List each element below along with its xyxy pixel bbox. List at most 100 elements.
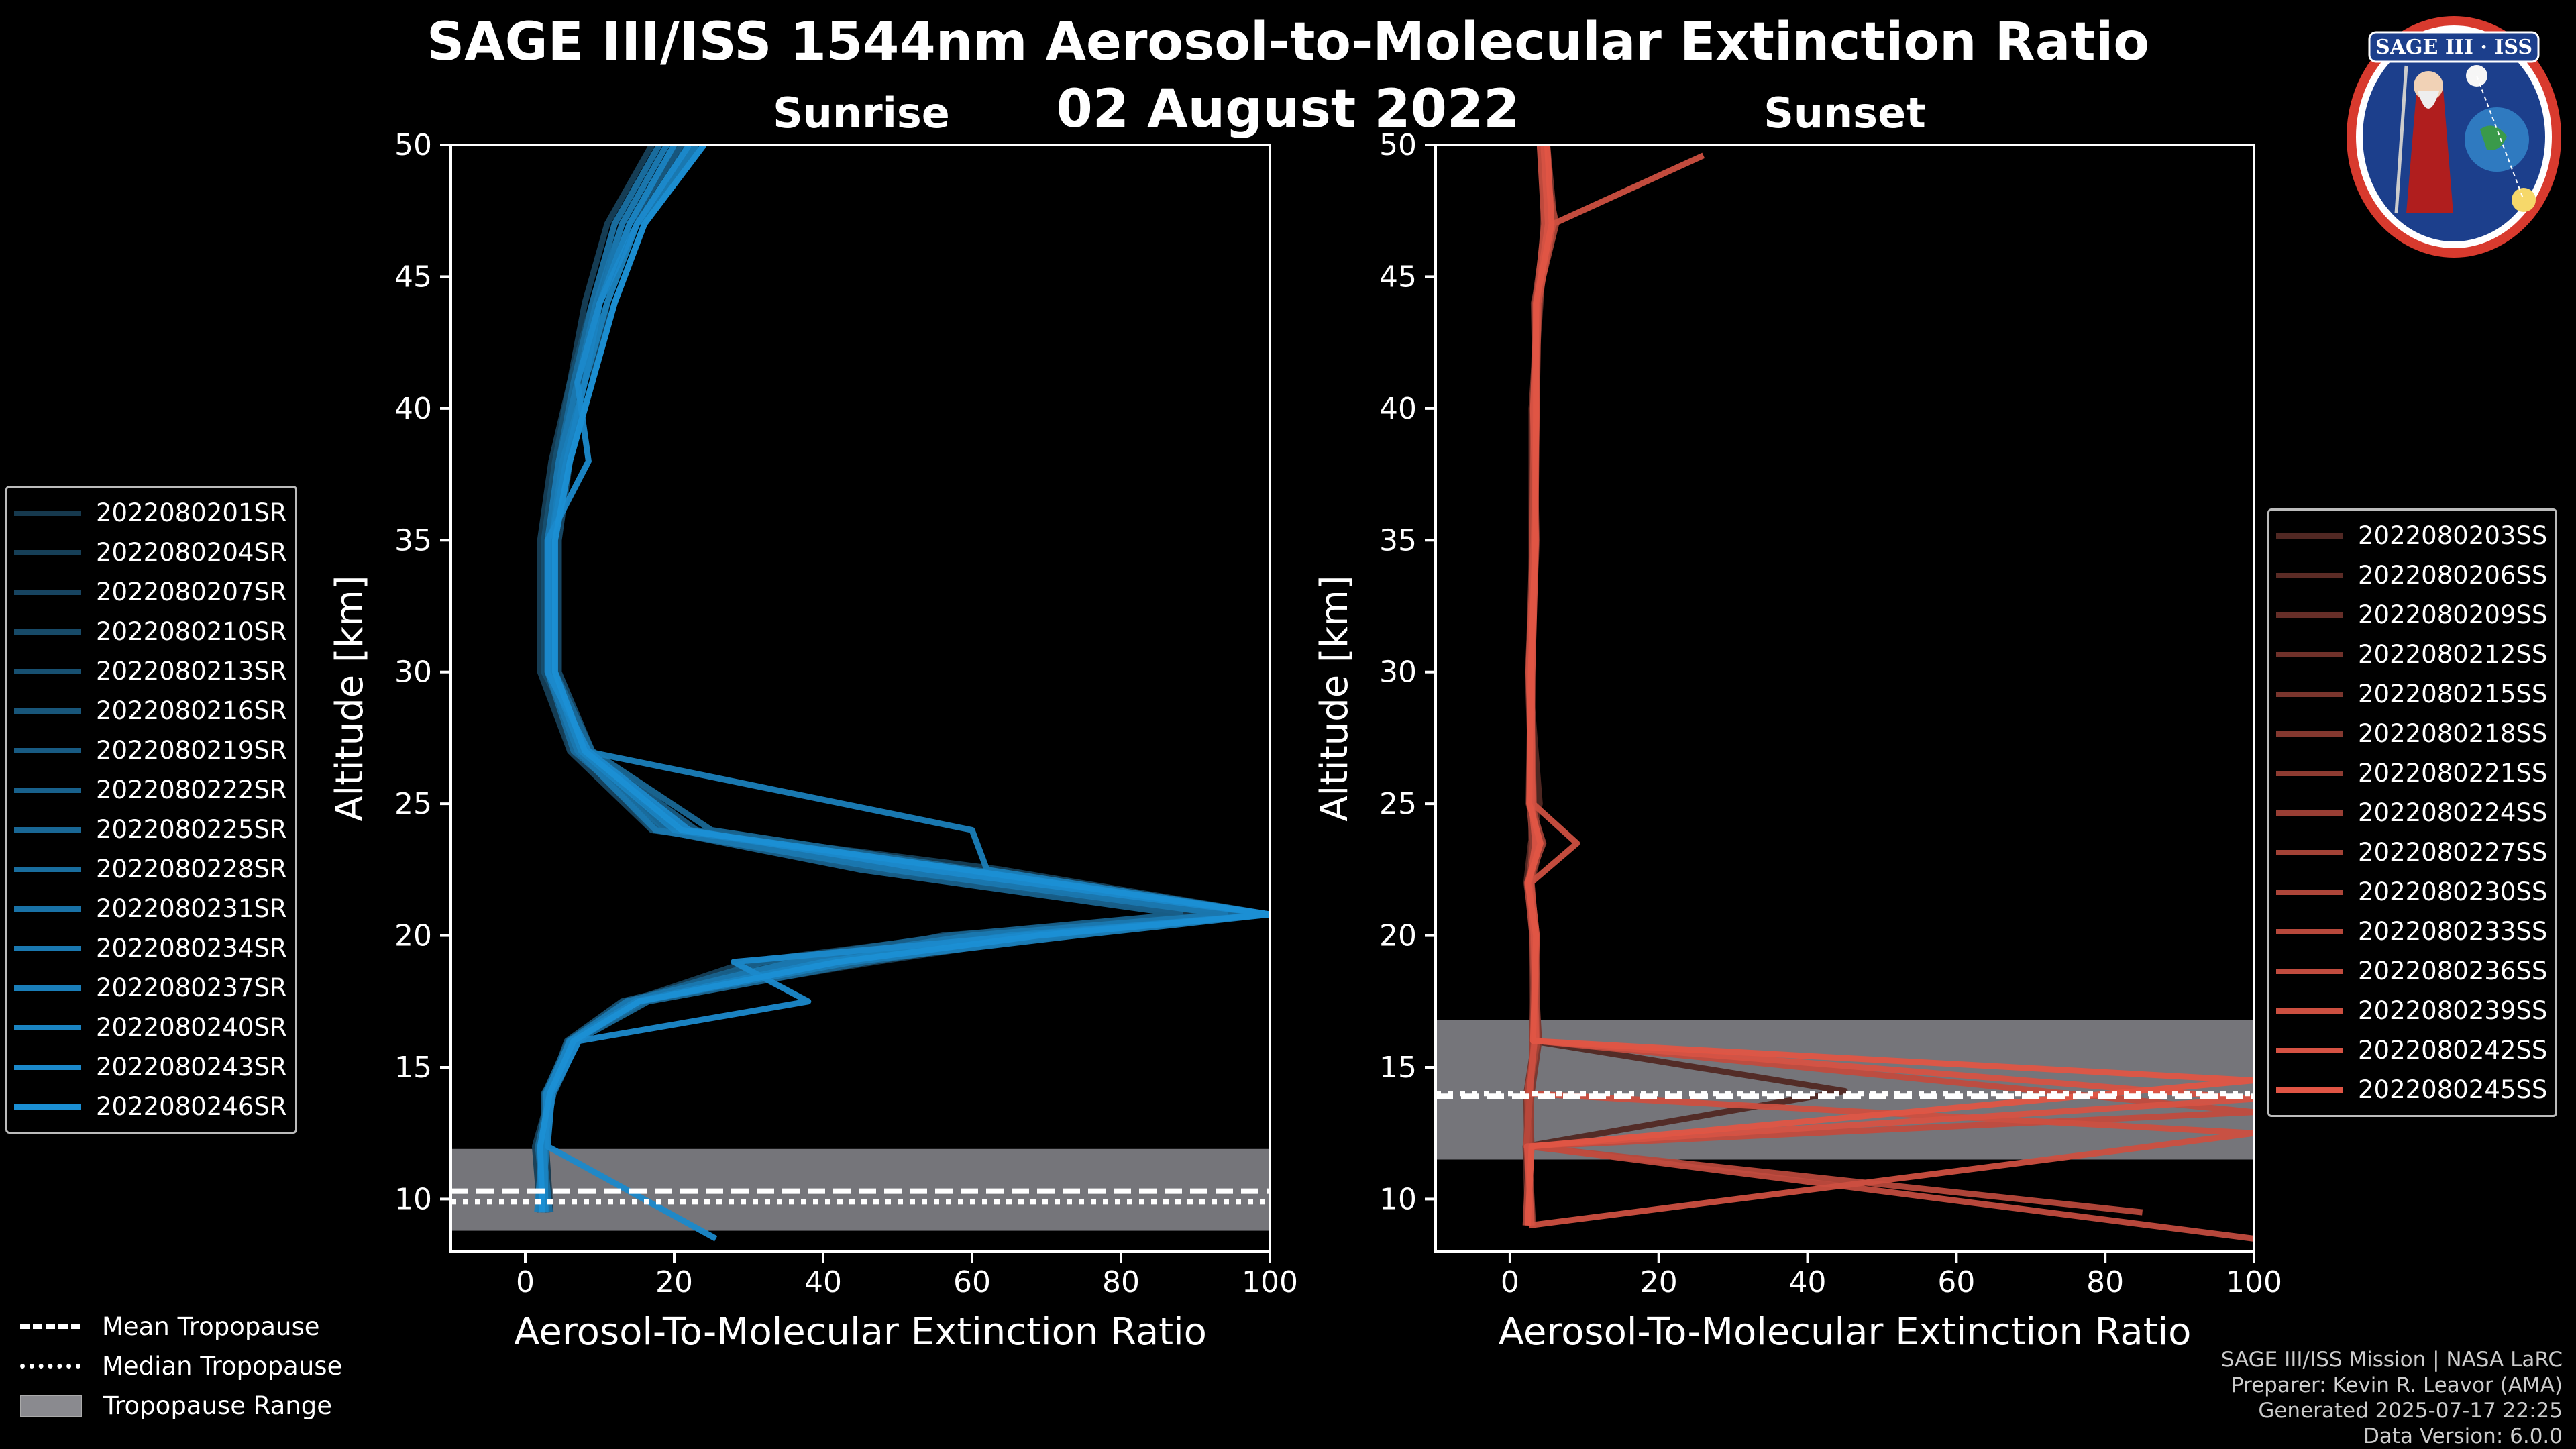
legend-item-2022080231SR: 2022080231SR <box>14 889 287 928</box>
legend-item-2022080243SR: 2022080243SR <box>14 1047 287 1087</box>
legend-line-swatch <box>14 510 81 516</box>
legend-item-2022080225SR: 2022080225SR <box>14 810 287 849</box>
series-line-2022080228SR <box>540 145 1251 1213</box>
x-tick-label: 80 <box>1102 1265 1140 1299</box>
legend-line-swatch <box>14 549 81 555</box>
x-tick-label: 100 <box>1242 1265 1298 1299</box>
footer-mission: SAGE III/ISS Mission | NASA LaRC <box>2220 1348 2563 1372</box>
legend-item-2022080239SS: 2022080239SS <box>2276 991 2547 1030</box>
legend-item-2022080215SS: 2022080215SS <box>2276 674 2547 714</box>
y-tick-label: 45 <box>1379 260 1417 294</box>
legend-line-swatch <box>2276 849 2343 855</box>
legend-line-swatch <box>14 906 81 912</box>
legend-line-swatch <box>14 629 81 635</box>
y-tick-label: 15 <box>394 1051 432 1085</box>
legend-label: Tropopause Range <box>103 1391 333 1420</box>
legend-item-2022080228SR: 2022080228SR <box>14 849 287 889</box>
legend-label: Mean Tropopause <box>102 1312 320 1341</box>
legend-median-tropopause: Median Tropopause <box>20 1346 342 1386</box>
y-tick-label: 30 <box>394 655 432 690</box>
legend-label: 2022080212SS <box>2358 640 2548 669</box>
legend-label: 2022080239SS <box>2358 996 2548 1025</box>
legend-label: 2022080225SR <box>96 815 287 844</box>
dotted-line-swatch <box>20 1364 80 1368</box>
x-tick-label: 0 <box>516 1265 535 1299</box>
legend-line-swatch <box>14 589 81 595</box>
x-tick-label: 0 <box>1501 1265 1519 1299</box>
sage-iii-iss-logo: SAGE III · ISS <box>2347 16 2561 258</box>
legend-label: 2022080243SR <box>96 1053 287 1081</box>
legend-item-2022080204SR: 2022080204SR <box>14 533 287 572</box>
legend-item-2022080246SR: 2022080246SR <box>14 1087 287 1126</box>
legend-item-2022080218SS: 2022080218SS <box>2276 714 2547 753</box>
sunrise-panel-title: Sunrise <box>773 89 950 138</box>
x-tick-label: 80 <box>2086 1265 2124 1299</box>
legend-line-swatch <box>2276 612 2343 618</box>
legend-line-swatch <box>14 826 81 833</box>
range-swatch <box>20 1395 82 1417</box>
y-tick-label: 20 <box>1379 919 1417 953</box>
series-line-2022080231SR <box>538 145 1270 1213</box>
x-tick-label: 60 <box>1937 1265 1975 1299</box>
logo-text: SAGE III · ISS <box>2375 36 2532 59</box>
legend-label: 2022080236SS <box>2358 957 2548 985</box>
legend-item-2022080216SR: 2022080216SR <box>14 691 287 731</box>
legend-label: 2022080218SS <box>2358 719 2548 748</box>
legend-label: 2022080203SS <box>2358 521 2548 550</box>
y-tick-label: 10 <box>394 1182 432 1216</box>
legend-label: 2022080246SR <box>96 1092 287 1121</box>
legend-item-2022080203SS: 2022080203SS <box>2276 516 2547 555</box>
y-tick-label: 25 <box>1379 787 1417 821</box>
legend-label: 2022080215SS <box>2358 680 2548 708</box>
legend-item-2022080236SS: 2022080236SS <box>2276 951 2547 991</box>
legend-line-swatch <box>2276 968 2343 974</box>
logo-continent <box>2480 125 2507 150</box>
legend-line-swatch <box>2276 1008 2343 1014</box>
legend-item-2022080237SR: 2022080237SR <box>14 968 287 1008</box>
legend-item-2022080219SR: 2022080219SR <box>14 731 287 770</box>
legend-item-2022080230SS: 2022080230SS <box>2276 872 2547 912</box>
x-axis-label: Aerosol-To-Molecular Extinction Ratio <box>514 1310 1207 1354</box>
footer-preparer: Preparer: Kevin R. Leavor (AMA) <box>2231 1373 2563 1397</box>
legend-label: 2022080230SS <box>2358 877 2548 906</box>
legend-label: 2022080201SR <box>96 498 287 527</box>
y-tick-label: 30 <box>1379 655 1417 690</box>
legend-label: 2022080242SS <box>2358 1036 2548 1065</box>
chart-main-title: SAGE III/ISS 1544nm Aerosol-to-Molecular… <box>427 12 2149 72</box>
legend-label: 2022080234SR <box>96 934 287 963</box>
legend-item-2022080222SR: 2022080222SR <box>14 770 287 810</box>
legend-line-swatch <box>14 1064 81 1070</box>
legend-item-2022080206SS: 2022080206SS <box>2276 555 2547 595</box>
x-tick-label: 40 <box>1789 1265 1827 1299</box>
series-line-2022080240SR <box>541 145 1270 1213</box>
series-line-2022080246SR <box>537 145 1270 1213</box>
sunset-panel-title: Sunset <box>1764 89 1926 138</box>
legend-line-swatch <box>14 668 81 674</box>
legend-line-swatch <box>14 1024 81 1030</box>
y-tick-label: 25 <box>394 787 432 821</box>
series-line-2022080234SR <box>537 145 1228 1213</box>
legend-label: 2022080224SS <box>2358 798 2548 827</box>
plot-frame <box>449 144 1271 1253</box>
legend-item-2022080245SS: 2022080245SS <box>2276 1070 2547 1110</box>
sunset-panel: 0 20 40 60 80 100 10 15 20 25 30 35 40 45 50 Aerosol-To… <box>1313 128 2282 1354</box>
legend-label: 2022080207SR <box>96 578 287 606</box>
legend-line-swatch <box>2276 651 2343 657</box>
legend-item-2022080209SS: 2022080209SS <box>2276 595 2547 635</box>
x-tick-label: 20 <box>655 1265 693 1299</box>
legend-line-swatch <box>2276 572 2343 578</box>
series-line-2022080213SR <box>535 145 1221 1213</box>
legend-line-swatch <box>2276 770 2343 776</box>
logo-staff <box>2394 65 2408 214</box>
legend-label: 2022080209SS <box>2358 600 2548 629</box>
legend-item-2022080212SS: 2022080212SS <box>2276 635 2547 674</box>
series-line-2022080225SR <box>535 145 1270 1213</box>
series-line-2022080204SR <box>531 145 1270 1213</box>
legend-label: 2022080227SS <box>2358 838 2548 867</box>
logo-sage-figure <box>2406 89 2453 213</box>
legend-label: 2022080233SS <box>2358 917 2548 946</box>
y-tick-label: 50 <box>1379 128 1417 162</box>
series-line-2022080245SS <box>1525 145 2254 1226</box>
legend-line-swatch <box>14 708 81 714</box>
legend-label: 2022080228SR <box>96 855 287 883</box>
